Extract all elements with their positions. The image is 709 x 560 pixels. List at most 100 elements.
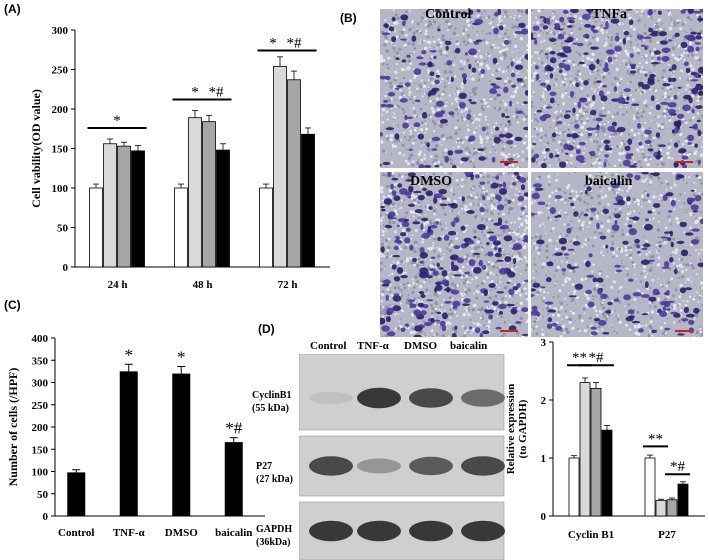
migrated-cell [479,181,486,185]
membrane-pore [618,181,622,184]
membrane-pore [562,77,565,80]
membrane-pore [479,49,481,52]
migrated-cell [685,313,695,318]
membrane-pore [567,277,571,281]
migrated-cell [614,45,622,52]
membrane-pore [585,112,588,115]
membrane-pore [423,19,425,21]
membrane-pore [448,81,451,85]
migrated-cell [575,155,585,162]
migrated-cell [481,126,486,132]
migrated-cell [481,264,487,270]
membrane-pore [390,283,393,286]
membrane-pore [386,166,388,168]
membrane-pore [448,296,452,300]
membrane-pore [385,91,388,94]
membrane-pore [630,128,634,132]
membrane-pore [548,16,552,19]
membrane-pore [503,79,508,83]
membrane-pore [505,47,509,51]
membrane-pore [400,286,402,288]
migrated-cell [451,333,457,337]
membrane-pore [556,321,559,324]
migrated-cell [549,73,554,79]
membrane-pore [546,111,548,113]
membrane-pore [574,73,577,75]
membrane-pore [408,9,411,12]
membrane-pore [472,130,477,135]
membrane-pore [411,95,414,98]
membrane-pore [423,221,425,223]
membrane-pore [393,78,397,82]
membrane-pore [660,73,662,75]
membrane-pore [578,27,582,31]
membrane-pore [628,178,632,182]
membrane-pore [545,274,548,276]
membrane-pore [409,164,412,166]
membrane-pore [449,201,452,203]
membrane-pore [654,89,658,93]
membrane-pore [531,95,533,98]
migrated-cell [696,119,701,123]
micrograph-image [531,9,703,168]
membrane-pore [655,25,659,29]
membrane-pore [443,70,448,74]
migrated-cell [499,225,506,230]
membrane-pore [464,151,466,154]
membrane-pore [559,335,563,337]
membrane-pore [486,132,489,135]
membrane-pore [545,306,550,310]
membrane-pore [380,292,384,296]
membrane-pore [479,203,483,206]
migrated-cell [447,230,457,236]
membrane-pore [548,183,551,186]
membrane-pore [446,327,449,329]
membrane-pore [699,153,703,157]
membrane-pore [492,18,495,21]
membrane-pore [589,106,592,109]
membrane-pore [546,291,549,294]
membrane-pore [538,51,541,55]
membrane-pore [617,180,619,182]
membrane-pore [642,198,646,202]
membrane-pore [460,336,462,337]
membrane-pore [413,244,416,246]
membrane-pore [577,185,580,188]
membrane-pore [476,254,480,258]
migrated-cell [657,150,661,157]
migrated-cell [533,153,540,159]
membrane-pore [578,117,581,120]
migrated-cell [404,219,409,222]
membrane-pore [609,102,611,104]
migrated-cell [429,268,436,272]
migrated-cell [559,52,566,58]
migrated-cell [514,136,523,142]
migrated-cell [492,240,501,246]
membrane-pore [515,254,519,259]
migrated-cell [667,210,673,213]
membrane-pore [405,138,407,141]
membrane-pore [460,110,463,113]
membrane-pore [574,84,576,87]
membrane-pore [667,63,670,66]
membrane-pore [416,280,420,284]
migrated-cell [474,18,484,25]
membrane-pore [507,77,509,80]
membrane-pore [453,329,458,334]
membrane-pore [407,284,411,288]
membrane-pore [668,107,670,109]
membrane-pore [450,273,453,276]
membrane-pore [689,28,693,31]
migrated-cell [545,17,551,25]
membrane-pore [461,32,465,36]
migrated-cell [397,267,404,274]
migrated-cell [393,245,399,251]
membrane-pore [616,42,619,45]
migrated-cell [420,294,426,298]
membrane-pore [685,21,687,23]
membrane-pore [501,19,503,22]
membrane-pore [517,228,520,231]
membrane-pore [472,303,477,308]
y-tick-label: 100 [52,183,69,195]
membrane-pore [620,177,623,180]
